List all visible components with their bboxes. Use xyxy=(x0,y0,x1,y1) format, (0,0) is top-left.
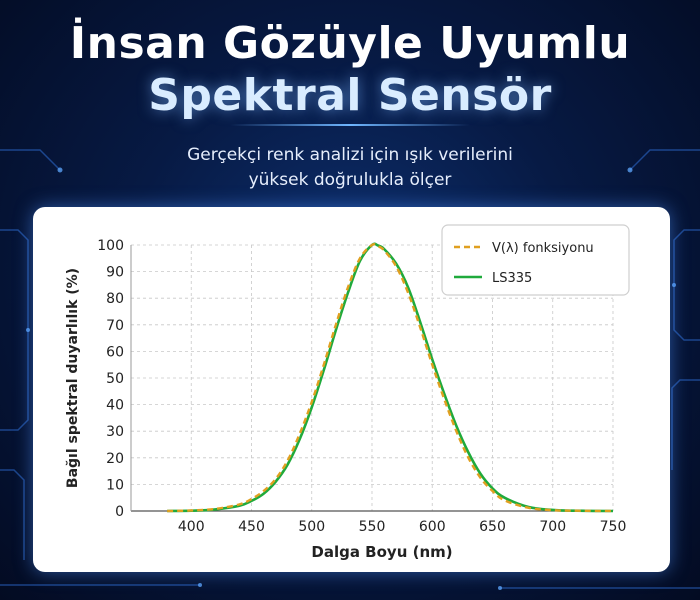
y-tick-label: 20 xyxy=(106,451,124,467)
x-tick-label: 450 xyxy=(238,519,265,535)
legend-label-ls335: LS335 xyxy=(492,271,532,286)
legend-label-v-lambda: V(λ) fonksiyonu xyxy=(492,241,594,256)
legend-box xyxy=(441,224,630,296)
y-tick-label: 50 xyxy=(106,371,124,387)
y-axis-title: Bağıl spektral duyarlılık (%) xyxy=(65,268,81,488)
x-tick-label: 650 xyxy=(479,519,506,535)
y-tick-label: 70 xyxy=(106,318,124,334)
series-line-ls335 xyxy=(167,242,614,513)
y-tick-label: 40 xyxy=(106,398,124,414)
x-axis-title: Dalga Boyu (nm) xyxy=(311,543,452,561)
y-tick-label: 100 xyxy=(97,238,124,254)
chart-card: 0 10 20 30 40 50 60 70 80 90 100 400 450 500 550 600 650… xyxy=(33,207,670,572)
title-underline xyxy=(230,124,470,126)
y-tick-label: 80 xyxy=(106,291,124,307)
x-tick-label: 500 xyxy=(298,519,325,535)
series-line-v-lambda xyxy=(167,243,614,513)
title-line-2: Spektral Sensör xyxy=(148,70,552,121)
title-line-1: İnsan Gözüyle Uyumlu xyxy=(69,18,631,69)
y-tick-label: 30 xyxy=(106,424,124,440)
x-tick-label: 700 xyxy=(539,519,566,535)
x-tick-label: 550 xyxy=(359,519,386,535)
x-tick-label: 750 xyxy=(600,519,627,535)
x-tick-label: 400 xyxy=(178,519,205,535)
y-tick-label: 90 xyxy=(106,265,124,281)
y-tick-label: 0 xyxy=(115,504,124,520)
spectral-chart: 0 10 20 30 40 50 60 70 80 90 100 400 450 500 550 600 650… xyxy=(65,224,630,561)
y-tick-label: 10 xyxy=(106,477,124,493)
y-tick-label: 60 xyxy=(106,344,124,360)
subtitle-line-1: Gerçekçi renk analizi için ışık verileri… xyxy=(187,145,513,165)
x-tick-label: 600 xyxy=(419,519,446,535)
subtitle-line-2: yüksek doğrulukla ölçer xyxy=(248,170,452,190)
